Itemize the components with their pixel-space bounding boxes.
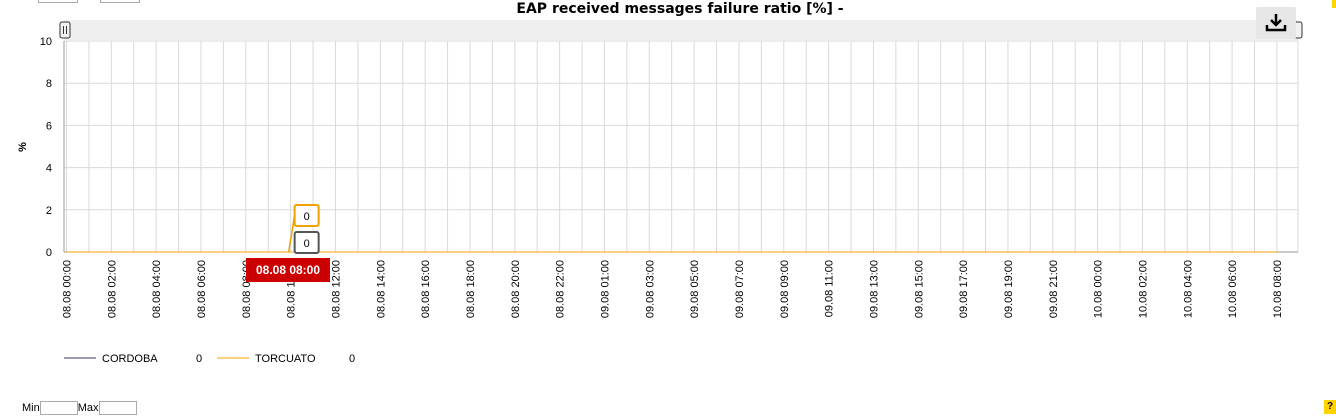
range-controls: Min Max — [22, 401, 137, 415]
download-button[interactable] — [1256, 7, 1296, 39]
y-tick-label: 0 — [46, 247, 52, 259]
grid-lines — [63, 40, 1299, 253]
legend-label[interactable]: CORDOBA — [102, 353, 158, 365]
y-tick-label: 6 — [46, 120, 52, 132]
chart-title: EAP received messages failure ratio [%] … — [516, 1, 844, 17]
x-tick-label: 09.08 07:00 — [734, 260, 746, 318]
download-icon — [1265, 14, 1287, 32]
x-tick-label: 09.08 17:00 — [958, 260, 970, 318]
x-tick-label: 10.08 08:00 — [1272, 260, 1284, 318]
annotation-box — [293, 204, 320, 227]
legend-value: 0 — [196, 353, 202, 365]
x-tick-label: 10.08 04:00 — [1182, 260, 1194, 318]
x-tick-label: 09.08 13:00 — [868, 260, 880, 318]
x-tick-label: 08.08 16:00 — [420, 260, 432, 318]
min-label: Min — [22, 402, 40, 414]
top-tab-stub-2 — [100, 0, 140, 3]
help-button[interactable]: ? — [1324, 400, 1336, 414]
x-tick-label: 09.08 01:00 — [599, 260, 611, 318]
legend-value: 0 — [349, 353, 355, 365]
x-tick-label: 09.08 03:00 — [644, 260, 656, 318]
hover-tooltip: 08.08 08:00 — [246, 258, 330, 282]
x-tick-label: 10.08 06:00 — [1227, 260, 1239, 318]
top-tab-stub-1 — [38, 0, 78, 3]
x-tick-label: 09.08 05:00 — [689, 260, 701, 318]
x-tick-label: 08.08 02:00 — [106, 260, 118, 318]
annotation-layer: 00 — [287, 204, 320, 254]
x-tick-label: 08.08 14:00 — [375, 260, 387, 318]
x-tick-label: 08.08 18:00 — [465, 260, 477, 318]
navigator-band — [64, 20, 1298, 40]
annotation-box — [293, 231, 320, 254]
legend-label[interactable]: TORCUATO — [255, 353, 316, 365]
x-tick-label: 08.08 22:00 — [555, 260, 567, 318]
x-tick-label: 09.08 19:00 — [1003, 260, 1015, 318]
x-tick-label: 09.08 15:00 — [913, 260, 925, 318]
scroll-marker — [1332, 0, 1336, 8]
x-tick-label: 09.08 11:00 — [824, 260, 836, 317]
x-tick-label: 09.08 21:00 — [1048, 260, 1060, 318]
x-tick-label: 08.08 12:00 — [330, 260, 342, 318]
max-input[interactable] — [98, 401, 137, 415]
y-tick-label: 10 — [40, 36, 52, 48]
annotation-label: 0 — [304, 211, 310, 223]
y-axis-title: % — [17, 142, 29, 152]
x-tick-label: 08.08 20:00 — [510, 260, 522, 318]
max-label: Max — [77, 402, 99, 414]
navigator-handle-left[interactable] — [59, 21, 71, 39]
y-tick-label: 8 — [46, 78, 52, 90]
x-tick-label: 09.08 09:00 — [779, 260, 791, 318]
x-axis-ticks: 08.08 00:00 08.08 02:00 08.08 04:00 08.08 0… — [62, 260, 1284, 318]
y-tick-label: 4 — [46, 163, 52, 175]
annotation-label: 0 — [304, 238, 310, 250]
x-tick-label: 08.08 00:00 — [62, 260, 74, 318]
x-tick-label: 10.08 00:00 — [1093, 260, 1105, 318]
x-tick-label: 08.08 04:00 — [151, 260, 163, 318]
x-tick-label: 08.08 06:00 — [196, 260, 208, 318]
legend: CORDOBA 0 TORCUATO 0 — [64, 353, 355, 365]
x-tick-label: 10.08 02:00 — [1137, 260, 1149, 318]
min-input[interactable] — [39, 401, 78, 415]
y-axis-ticks: 0 2 4 6 8 10 — [40, 36, 52, 259]
y-tick-label: 2 — [46, 205, 52, 217]
